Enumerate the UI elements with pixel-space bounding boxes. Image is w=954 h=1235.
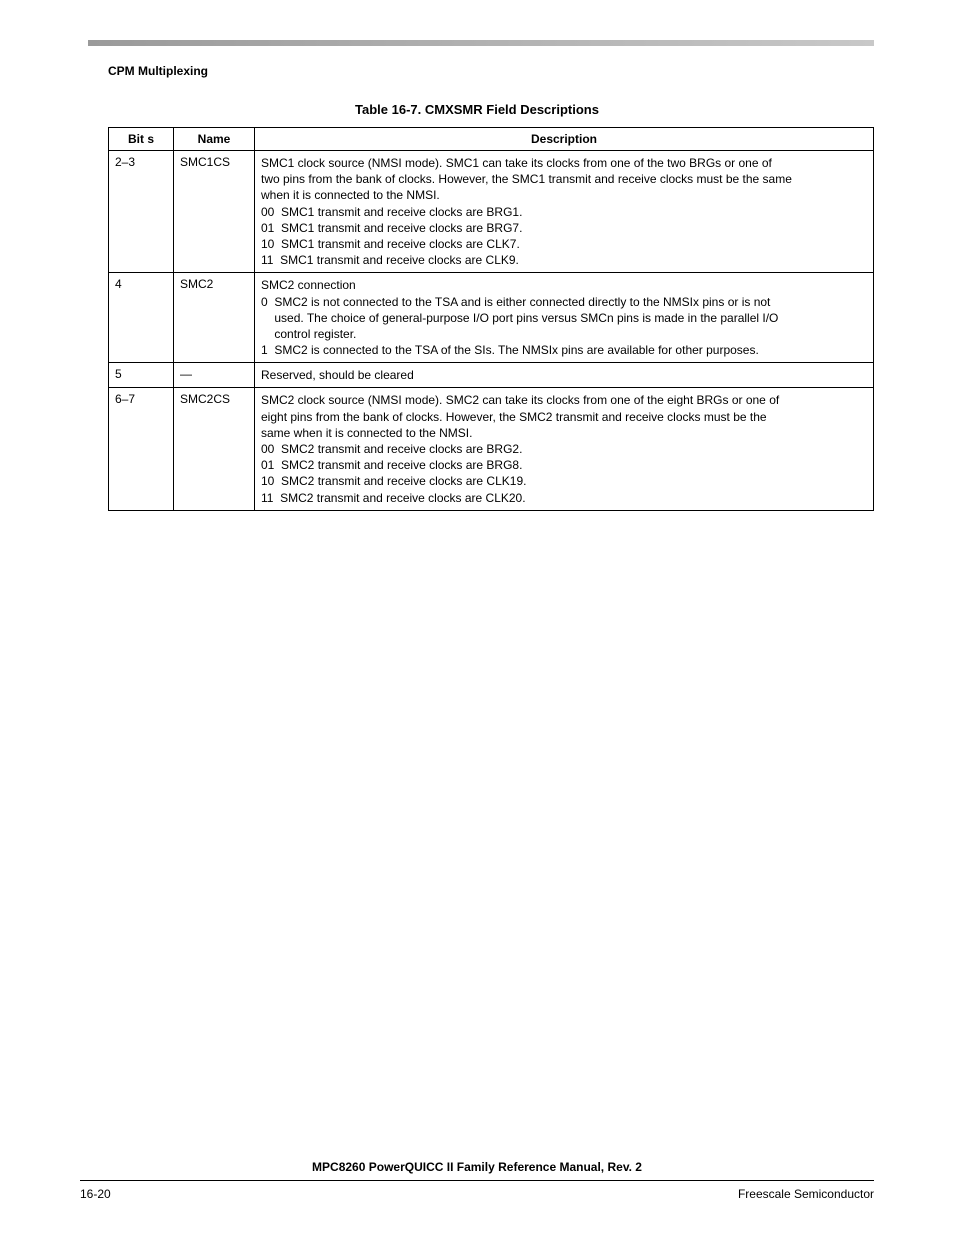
cell-name: SMC2 (174, 273, 255, 363)
description-line: 00 SMC2 transmit and receive clocks are … (261, 441, 867, 457)
description-line: when it is connected to the NMSI. (261, 187, 867, 203)
table-row: 2–3SMC1CS SMC1 clock source (NMSI mode). … (109, 151, 874, 273)
col-header-description: Description (255, 128, 874, 151)
description-line: SMC2 clock source (NMSI mode). SMC2 can … (261, 392, 867, 408)
cell-description: SMC2 clock source (NMSI mode). SMC2 can … (255, 388, 874, 510)
description-line: used. The choice of general-purpose I/O … (261, 310, 867, 326)
description-line: SMC2 connection (261, 277, 867, 293)
description-line: eight pins from the bank of clocks. Howe… (261, 409, 867, 425)
description-line: same when it is connected to the NMSI. (261, 425, 867, 441)
description-line: 10 SMC2 transmit and receive clocks are … (261, 473, 867, 489)
table-title: Table 16-7. CMXSMR Field Descriptions (80, 102, 874, 117)
description-line: two pins from the bank of clocks. Howeve… (261, 171, 867, 187)
description-line: 10 SMC1 transmit and receive clocks are … (261, 236, 867, 252)
col-header-name: Name (174, 128, 255, 151)
section-header: CPM Multiplexing (108, 64, 874, 78)
description-line: 00 SMC1 transmit and receive clocks are … (261, 204, 867, 220)
cell-description: Reserved, should be cleared (255, 363, 874, 388)
footer-vendor: Freescale Semiconductor (738, 1187, 874, 1201)
cell-description: SMC2 connection0 SMC2 is not connected t… (255, 273, 874, 363)
col-header-bits: Bit s (109, 128, 174, 151)
cell-bits: 6–7 (109, 388, 174, 510)
description-line: control register. (261, 326, 867, 342)
table-header-row: Bit s Name Description (109, 128, 874, 151)
cell-name: SMC1CS (174, 151, 255, 273)
header-accent-bar (88, 40, 874, 46)
description-line: 11 SMC2 transmit and receive clocks are … (261, 490, 867, 506)
cell-name: — (174, 363, 255, 388)
description-line: 11 SMC1 transmit and receive clocks are … (261, 252, 867, 268)
cell-bits: 4 (109, 273, 174, 363)
description-line: 01 SMC1 transmit and receive clocks are … (261, 220, 867, 236)
page: CPM Multiplexing Table 16-7. CMXSMR Fiel… (0, 0, 954, 1235)
description-line: SMC1 clock source (NMSI mode). SMC1 can … (261, 155, 867, 171)
table-row: 4SMC2SMC2 connection0 SMC2 is not connec… (109, 273, 874, 363)
footer-rule (80, 1180, 874, 1181)
description-line: Reserved, should be cleared (261, 367, 867, 383)
field-description-table: Bit s Name Description 2–3SMC1CS SMC1 clo… (108, 127, 874, 511)
table-row: 5— Reserved, should be cleared (109, 363, 874, 388)
cell-bits: 5 (109, 363, 174, 388)
table-body: 2–3SMC1CS SMC1 clock source (NMSI mode). … (109, 151, 874, 511)
cell-description: SMC1 clock source (NMSI mode). SMC1 can … (255, 151, 874, 273)
footer-manual-title: MPC8260 PowerQUICC II Family Reference M… (80, 1160, 874, 1174)
description-line: 1 SMC2 is connected to the TSA of the SI… (261, 342, 867, 358)
footer-page-number: 16-20 (80, 1187, 111, 1201)
table-row: 6–7SMC2CS SMC2 clock source (NMSI mode). … (109, 388, 874, 510)
description-line: 01 SMC2 transmit and receive clocks are … (261, 457, 867, 473)
cell-name: SMC2CS (174, 388, 255, 510)
page-footer: MPC8260 PowerQUICC II Family Reference M… (80, 1160, 874, 1201)
description-line: 0 SMC2 is not connected to the TSA and i… (261, 294, 867, 310)
cell-bits: 2–3 (109, 151, 174, 273)
footer-row: 16-20 Freescale Semiconductor (80, 1187, 874, 1201)
